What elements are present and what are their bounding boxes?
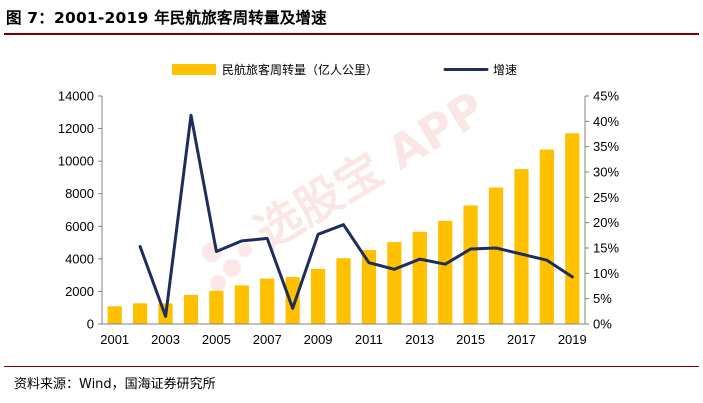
- y-left-tick-label: 12000: [58, 121, 94, 136]
- x-tick-label: 2019: [558, 332, 587, 347]
- bar: [183, 295, 199, 324]
- growth-line: [138, 113, 574, 318]
- legend-bar-swatch: [172, 64, 216, 75]
- bar: [209, 290, 224, 324]
- line-series: [138, 113, 574, 318]
- y-left-tick-label: 4000: [65, 251, 94, 266]
- tick-labels: 0 2000 4000 6000 8000 10000 12000 14000 0% 5% 10% 1…: [58, 89, 620, 348]
- watermark-dot: [223, 259, 241, 277]
- legend-bar-label: 民航旅客周转量（亿人公里）: [222, 62, 378, 77]
- legend: 民航旅客周转量（亿人公里） 增速: [172, 62, 517, 77]
- bar: [133, 303, 148, 324]
- y-right-tick-label: 15%: [593, 241, 619, 256]
- source-divider: [4, 366, 699, 367]
- bar: [310, 268, 326, 324]
- x-tick-label: 2009: [304, 332, 333, 347]
- bar: [488, 187, 504, 324]
- y-left-tick-label: 0: [87, 317, 94, 332]
- y-left-tick-label: 10000: [58, 154, 94, 169]
- y-right-tick-label: 5%: [593, 291, 612, 306]
- watermark-dot: [210, 275, 226, 291]
- bar: [387, 242, 402, 324]
- y-right-tick-label: 10%: [593, 266, 619, 281]
- bar: [234, 285, 249, 324]
- source-note: 资料来源：Wind，国海证券研究所: [14, 377, 216, 392]
- bar: [565, 133, 580, 324]
- bar: [514, 169, 529, 324]
- bar: [361, 250, 377, 324]
- y-right-tick-label: 35%: [593, 139, 619, 154]
- bar: [539, 149, 554, 324]
- x-tick-label: 2017: [507, 332, 536, 347]
- watermark-text: 选股宝 APP: [246, 81, 494, 260]
- x-tick-label: 2003: [151, 332, 180, 347]
- x-tick-label: 2005: [202, 332, 231, 347]
- bar: [107, 306, 122, 324]
- y-left-tick-label: 6000: [65, 219, 94, 234]
- bar: [412, 231, 427, 324]
- axes: [98, 95, 589, 325]
- bar: [260, 278, 275, 324]
- watermark-dot: [238, 243, 252, 257]
- y-right-tick-label: 0%: [593, 317, 612, 332]
- bar: [285, 277, 300, 324]
- x-tick-label: 2011: [355, 332, 383, 347]
- y-left-tick-label: 2000: [65, 284, 94, 299]
- figure-title: 图 7：2001-2019 年民航旅客周转量及增速: [6, 9, 327, 27]
- x-tick-label: 2001: [100, 332, 129, 347]
- bar: [438, 220, 453, 324]
- bar: [336, 258, 351, 324]
- y-right-tick-label: 30%: [593, 165, 619, 180]
- x-tick-label: 2013: [405, 332, 434, 347]
- y-right-tick-label: 40%: [593, 114, 619, 129]
- bar: [463, 205, 478, 324]
- y-left-tick-label: 14000: [58, 89, 94, 104]
- x-tick-label: 2007: [253, 332, 282, 347]
- y-right-tick-label: 25%: [593, 190, 619, 205]
- y-left-tick-label: 8000: [65, 186, 94, 201]
- bar-series: [107, 133, 580, 324]
- legend-line-label: 增速: [493, 63, 517, 77]
- y-right-tick-label: 20%: [593, 215, 619, 230]
- title-divider: [4, 33, 699, 35]
- y-right-tick-label: 45%: [593, 89, 619, 104]
- x-tick-label: 2015: [456, 332, 485, 347]
